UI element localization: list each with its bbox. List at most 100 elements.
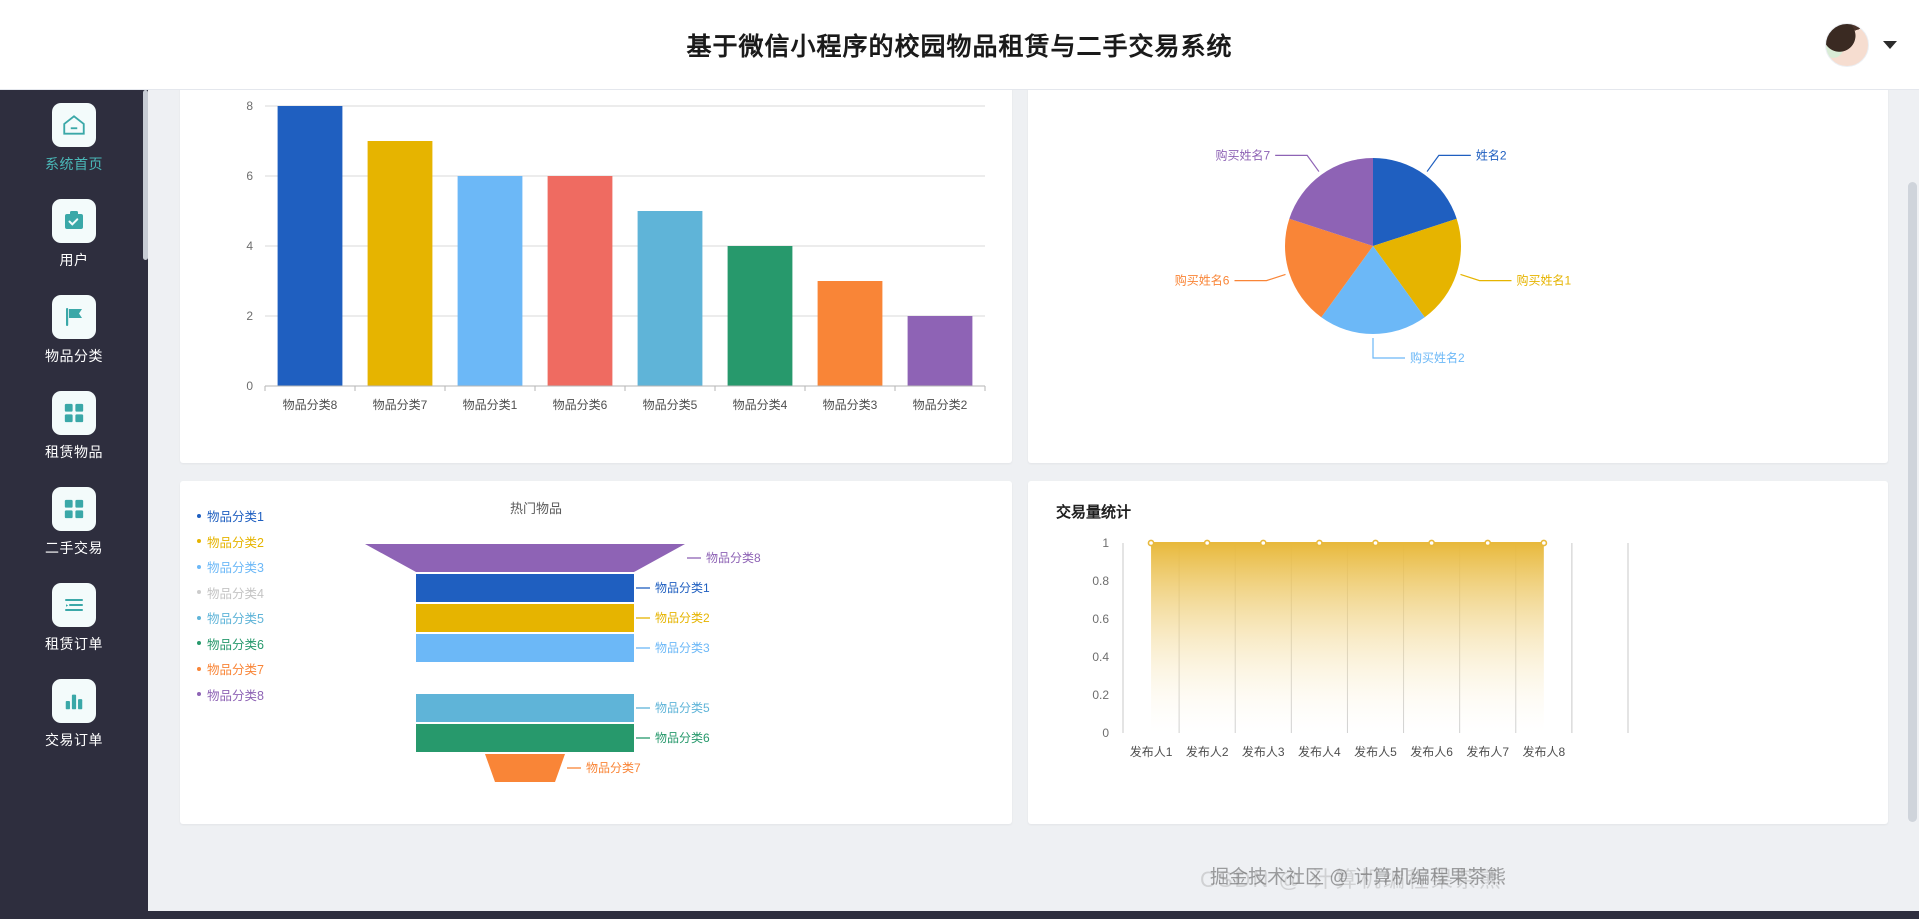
svg-text:物品分类5: 物品分类5	[643, 398, 698, 412]
home-icon	[52, 102, 96, 147]
legend-dot-icon	[197, 666, 201, 671]
sidebar-scrollbar[interactable]	[143, 90, 148, 260]
svg-text:0.8: 0.8	[1092, 574, 1109, 588]
svg-text:0.4: 0.4	[1092, 650, 1109, 664]
list-icon	[52, 582, 96, 627]
legend-item[interactable]: 物品分类8	[197, 682, 317, 708]
sidebar-item-secondhand[interactable]: 二手交易	[0, 474, 148, 570]
sidebar-label: 交易订单	[45, 731, 103, 748]
legend-dot-icon	[197, 615, 201, 620]
svg-text:物品分类7: 物品分类7	[373, 398, 428, 412]
svg-text:购买姓名1: 购买姓名1	[1517, 273, 1572, 288]
legend-dot-icon	[197, 641, 201, 646]
area-chart[interactable]: 00.20.40.60.81 发布人1 发布人2 发布人3 发布人4 发布人5 发布人6 发…	[1028, 481, 1888, 824]
legend-label: 物品分类2	[207, 535, 264, 550]
legend-dot-icon	[197, 564, 201, 569]
area-x-axis-labels: 发布人1 发布人2 发布人3 发布人4 发布人5 发布人6 发布人7 发布人8	[1130, 744, 1566, 759]
page-title: 基于微信小程序的校园物品租赁与二手交易系统	[686, 32, 1233, 61]
svg-text:0.2: 0.2	[1092, 688, 1109, 702]
legend-item[interactable]: 物品分类1	[197, 503, 317, 529]
sidebar-label: 二手交易	[45, 539, 103, 556]
funnel-labels: 物品分类8 物品分类1 物品分类2 物品分类3 物品分类5 物品分类6 物品分类7	[586, 551, 761, 775]
funnel-chart-panel: 物品分类1 物品分类2 物品分类3 物品分类4 物品分类5 物品分类6 物品分类7 物品分类8…	[180, 481, 1012, 824]
svg-text:物品分类2: 物品分类2	[655, 611, 710, 625]
legend-label: 物品分类8	[207, 688, 264, 703]
legend-item[interactable]: 物品分类2	[197, 529, 317, 555]
svg-text:购买姓名2: 购买姓名2	[1410, 350, 1465, 365]
sidebar[interactable]: 系统首页 用户 物品分类	[0, 90, 148, 919]
sidebar-label: 系统首页	[45, 155, 103, 172]
area-series[interactable]	[1147, 539, 1548, 733]
svg-text:物品分类3: 物品分类3	[655, 641, 710, 655]
header-user-area[interactable]	[1825, 22, 1897, 67]
legend-dot-icon	[197, 513, 201, 518]
pie-chart-panel: 姓名2 购买姓名1 购买姓名2 购买姓名6 购买姓名7	[1028, 90, 1888, 463]
svg-text:8: 8	[246, 99, 253, 113]
pie-slices[interactable]	[1234, 154, 1512, 359]
svg-text:购买姓名6: 购买姓名6	[1175, 273, 1230, 288]
legend-item[interactable]: 物品分类7	[197, 656, 317, 682]
legend-item[interactable]: 物品分类5	[197, 605, 317, 631]
svg-text:物品分类5: 物品分类5	[655, 701, 710, 715]
funnel-chart[interactable]: 热门物品 物品分类8 物品分类1 物品分类2 物品分类3 物品分类5 物品分类6 物品分类7	[180, 481, 1012, 824]
grid-icon	[52, 486, 96, 531]
legend-dot-icon	[197, 692, 201, 697]
sidebar-item-trade-orders[interactable]: 交易订单	[0, 666, 148, 762]
sidebar-label: 租赁物品	[45, 443, 103, 460]
funnel-title: 热门物品	[510, 501, 562, 516]
svg-text:物品分类1: 物品分类1	[463, 398, 518, 412]
svg-text:0.6: 0.6	[1092, 612, 1109, 626]
legend-dot-icon	[197, 590, 201, 595]
clipboard-check-icon	[52, 198, 96, 243]
legend-item[interactable]: 物品分类4	[197, 580, 317, 606]
area-y-axis-ticks: 0 0.2 0.4 0.6 0.8 1	[1092, 536, 1109, 740]
svg-text:0: 0	[1102, 726, 1109, 740]
svg-text:发布人7: 发布人7	[1466, 744, 1509, 759]
svg-text:6: 6	[246, 169, 253, 183]
area-chart-title: 交易量统计	[1056, 504, 1132, 521]
legend-label: 物品分类6	[207, 637, 264, 652]
legend-label: 物品分类3	[207, 561, 264, 576]
user-avatar[interactable]	[1825, 22, 1869, 67]
area-chart-panel: 交易量统计 0 0.2 0.4 0.6 0.8 1 发布人1 发布人2 发布人3 发布人4 发布人…	[1028, 481, 1888, 824]
svg-text:物品分类8: 物品分类8	[706, 551, 761, 565]
sidebar-label: 租赁订单	[45, 635, 103, 652]
svg-text:发布人1: 发布人1	[1130, 744, 1173, 759]
bottom-bar	[0, 911, 1919, 919]
funnel-legend[interactable]: 物品分类1 物品分类2 物品分类3 物品分类4 物品分类5 物品分类6 物品分类7 物品分类8	[197, 503, 317, 707]
flag-icon	[52, 294, 96, 339]
sidebar-item-home[interactable]: 系统首页	[0, 90, 148, 186]
grid-icon	[52, 390, 96, 435]
legend-item[interactable]: 物品分类3	[197, 554, 317, 580]
svg-text:购买姓名7: 购买姓名7	[1215, 147, 1270, 162]
svg-text:物品分类3: 物品分类3	[823, 398, 878, 412]
svg-text:发布人3: 发布人3	[1242, 744, 1285, 759]
legend-label: 物品分类5	[207, 612, 264, 627]
legend-label: 物品分类7	[207, 663, 264, 678]
svg-text:物品分类6: 物品分类6	[553, 398, 608, 412]
pie-chart[interactable]: 姓名2 购买姓名1 购买姓名2 购买姓名6 购买姓名7	[1028, 90, 1888, 463]
sidebar-item-rental-items[interactable]: 租赁物品	[0, 378, 148, 474]
sidebar-item-category[interactable]: 物品分类	[0, 282, 148, 378]
legend-item[interactable]: 物品分类6	[197, 631, 317, 657]
svg-text:4: 4	[246, 239, 253, 253]
sidebar-item-user[interactable]: 用户	[0, 186, 148, 282]
svg-text:物品分类8: 物品分类8	[283, 398, 338, 412]
svg-text:发布人8: 发布人8	[1522, 744, 1565, 759]
legend-label: 物品分类4	[207, 586, 264, 601]
bar-series[interactable]	[264, 106, 986, 391]
sidebar-label: 用户	[59, 251, 89, 268]
legend-label: 物品分类1	[207, 510, 264, 525]
svg-text:发布人4: 发布人4	[1298, 744, 1341, 759]
legend-dot-icon	[197, 539, 201, 544]
chevron-down-icon[interactable]	[1883, 40, 1897, 49]
pie-labels: 姓名2 购买姓名1 购买姓名2 购买姓名6 购买姓名7	[1175, 147, 1572, 365]
page-scrollbar[interactable]	[1908, 182, 1917, 822]
funnel-shapes[interactable]	[365, 544, 701, 782]
sidebar-item-rental-orders[interactable]: 租赁订单	[0, 570, 148, 666]
svg-text:2: 2	[246, 309, 253, 323]
